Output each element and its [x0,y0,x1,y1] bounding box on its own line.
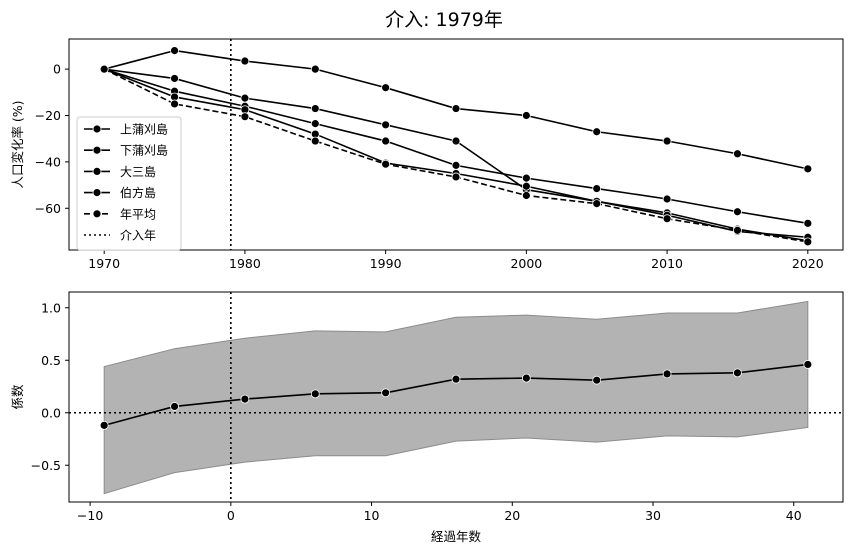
series-4-point [733,225,742,235]
coefficient-point [240,394,250,404]
coefficient-point [170,402,179,411]
series-1-point [451,136,461,146]
series-0-point [733,149,742,159]
bottom-y-tick-label: 0.5 [41,353,61,368]
legend-label: 下蒲刈島 [120,143,168,158]
series-2-point [662,194,672,204]
series-2-point [521,173,531,183]
coefficient-point [733,368,742,378]
confidence-band [103,300,809,495]
series-0-point [170,46,179,55]
series-2-point [592,184,602,193]
series-0-point [451,104,461,113]
coefficient-point [662,369,672,379]
coefficient-point [451,374,461,384]
coefficient-point [803,360,813,369]
bottom-x-tick-label: 30 [645,508,661,523]
series-0-point [803,164,813,174]
top-x-tick-label: 2020 [792,256,824,271]
top-y-tick-label: −20 [35,108,61,123]
legend-marker-2 [92,166,102,176]
coefficient-point [592,375,602,385]
legend-label: 大三島 [120,164,156,179]
bottom-y-tick-label: 0.0 [41,405,61,420]
bottom-x-tick-label: 0 [227,508,235,523]
top-axes-frame [68,38,844,251]
series-4-point [451,172,461,182]
top-y-tick-label: −60 [35,201,61,216]
series-2-point [803,218,813,228]
series-0-point [310,64,320,74]
legend-marker-3 [92,188,102,198]
bottom-y-tick-label: 1.0 [41,300,61,315]
legend-label: 年平均 [120,207,156,221]
series-1-point [170,74,179,83]
series-0-point [381,83,391,93]
series-4-point [170,99,179,109]
series-2-point [733,207,742,217]
series-4-point [99,64,109,74]
top-y-axis-label: 人口変化率 (%) [10,100,25,188]
top-x-tick-label: 1970 [88,256,120,271]
top-ticks: 1970 1980 1990 2000 2010 2020 0 −20 −40 −60 [35,62,824,271]
series-2-point [381,136,391,146]
top-x-tick-label: 2010 [651,256,683,271]
coefficient-point [521,373,531,383]
bottom-x-tick-label: −10 [77,508,103,523]
bottom-series-group [69,292,843,502]
top-x-tick-label: 1990 [370,256,402,271]
bottom-y-axis-label: 係数 [10,384,25,410]
series-2-point [310,119,320,129]
bottom-x-axis-label: 経過年数 [431,529,482,544]
series-line-4 [103,68,808,243]
series-line-2 [103,68,808,225]
legend-marker-0 [92,124,102,134]
series-1-point [381,120,391,130]
figure-title: 介入: 1979年 [385,9,503,31]
series-3-point [521,181,531,191]
series-4-point [240,112,250,122]
legend-marker-1 [92,145,102,155]
legend-label: 伯方島 [120,185,156,200]
series-4-point [803,237,813,247]
series-4-point [521,191,531,200]
series-4-point [310,136,320,146]
coefficient-point [99,420,109,430]
legend-marker-4 [92,209,102,219]
legend-label-intervention: 介入年 [120,229,156,243]
top-y-tick-label: −40 [35,154,61,169]
top-x-tick-label: 1980 [229,256,261,271]
series-0-point [240,56,250,66]
coefficient-point [310,389,320,399]
series-line-1 [104,68,808,242]
series-0-point [662,136,672,146]
series-0-point [521,111,531,120]
bottom-x-tick-label: 10 [364,508,380,523]
series-4-point [592,199,602,209]
bottom-x-tick-label: 20 [504,508,520,523]
top-series-group [99,39,813,250]
series-1-point [240,93,250,103]
top-y-tick-label: 0 [53,62,61,77]
coefficient-panel: −10 0 10 20 30 40 1.0 0.5 0.0 −0.5 係数 経過年数 [10,291,844,544]
series-1-point [310,104,320,113]
series-2-point [451,160,461,170]
bottom-x-tick-label: 40 [786,508,802,523]
series-line-3 [103,68,808,239]
top-x-tick-label: 2000 [510,256,542,271]
legend-label: 上蒲刈島 [120,122,168,137]
bottom-ticks: −10 0 10 20 30 40 1.0 0.5 0.0 −0.5 [31,300,802,523]
bottom-axes-frame [68,291,844,503]
series-0-point [592,127,602,137]
series-4-point [381,159,391,169]
coefficient-point [381,388,391,398]
series-4-point [662,214,672,224]
bottom-y-tick-label: −0.5 [31,458,61,473]
population-change-panel: 1970 1980 1990 2000 2010 2020 0 −20 −40 −60 人口変化率… [10,38,844,271]
